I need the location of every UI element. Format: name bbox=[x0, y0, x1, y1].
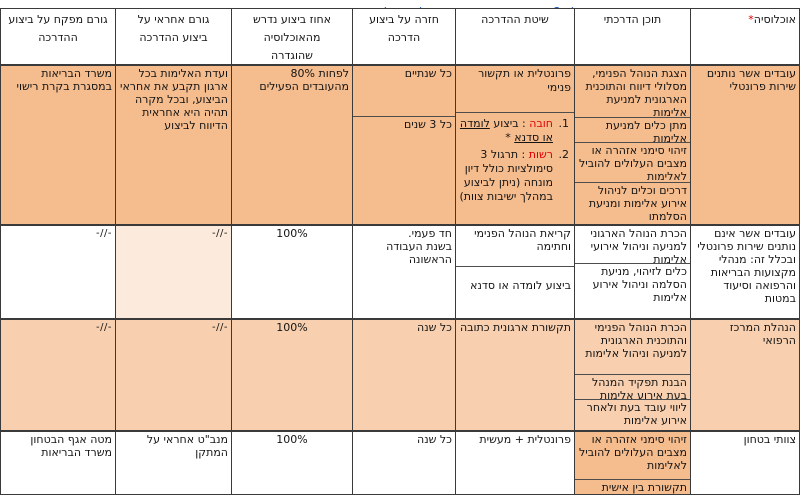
header-supervisor: גורם מפקח על ביצוע ההדרכה bbox=[8, 13, 108, 44]
underlined-course-text: לומדה או סדנא bbox=[459, 117, 553, 144]
header-population-label: אוכלוסיה bbox=[753, 13, 796, 26]
content-item: הכרת הנוהל הארגוני למניעה וניהול אירועי … bbox=[575, 226, 690, 264]
ditto-mark: -//- bbox=[212, 322, 228, 333]
repeat-item: כל 3 שנים bbox=[403, 118, 452, 131]
method-item: קריאת הנוהל הפנימי וחתימה bbox=[456, 226, 574, 267]
ditto-mark: -//- bbox=[96, 228, 112, 239]
cell-method: תקשורת ארגונית כתובה bbox=[455, 320, 574, 430]
method-list-item-1: 1. חובה : ביצוע לומדה או סדנא * bbox=[459, 117, 570, 144]
row-security-teams: צוותי בטחון זיהוי סימני אזהרה או מצבים ה… bbox=[1, 432, 799, 494]
cell-population: צוותי בטחון bbox=[690, 432, 799, 494]
cell-content: זיהוי סימני אזהרה או מצבים העלולים להובי… bbox=[574, 432, 690, 494]
cell-responsible: -//- bbox=[115, 320, 231, 430]
cell-population: עובדים אשר נותנים שירות פרונטלי bbox=[690, 66, 799, 224]
cell-supervisor: משרד הבריאות במסגרת בקרת רישוי bbox=[1, 66, 115, 224]
required-asterisk: * bbox=[748, 13, 754, 26]
content-item: מתן כלים למניעת אלימות bbox=[575, 118, 690, 143]
content-item: כלים לזיהוי, מניעת הסלמה וניהול אירוע אל… bbox=[592, 265, 687, 304]
cell-responsible: -//- bbox=[115, 226, 231, 318]
method-item: פרונטלית או תקשור פנימי bbox=[456, 66, 574, 113]
cell-percent: 100% bbox=[231, 432, 352, 494]
cell-percent: 100% bbox=[231, 320, 352, 430]
cell-content: הכרת הנוהל הארגוני למניעה וניהול אירועי … bbox=[574, 226, 690, 318]
row-non-frontal-workers: עובדים אשר אינם נותנים שירות פרונטלי ובכ… bbox=[1, 226, 799, 320]
content-item: תקשורת בין אישית bbox=[601, 481, 687, 494]
cell-percent: 100% bbox=[231, 226, 352, 318]
ditto-mark: -//- bbox=[96, 322, 112, 333]
cell-repeat: כל שנה bbox=[352, 432, 455, 494]
header-responsible: גורם אחראי על ביצוע ההדרכה bbox=[115, 9, 231, 64]
cell-repeat: כל שנתיים כל 3 שנים bbox=[352, 66, 455, 224]
content-item: זיהוי סימני אזהרה או מצבים העלולים להובי… bbox=[575, 432, 690, 480]
method-list: 1. חובה : ביצוע לומדה או סדנא * 2. רשות … bbox=[456, 113, 574, 224]
content-item: זיהוי סימני אזהרה או מצבים העלולים להובי… bbox=[575, 143, 690, 183]
method-list-item-2: 2. רשות : תרגול 3 סימולציות כולל דיון מו… bbox=[459, 148, 570, 203]
content-item: דרכים וכלים לניהול אירוע אלימות ומניעת ה… bbox=[588, 184, 687, 223]
cell-method: פרונטלית או תקשור פנימי 1. חובה : ביצוע … bbox=[455, 66, 574, 224]
row-frontal-workers: עובדים אשר נותנים שירות פרונטלי הצגת הנו… bbox=[1, 66, 799, 226]
cell-population: הנהלת המרכז הרפואי bbox=[690, 320, 799, 430]
clipped-title-strip: טבלה 2: פירוט ההדרכות הנדרשות לפי אוכלוס… bbox=[0, 0, 800, 8]
list-number: 2. bbox=[558, 148, 570, 161]
document-title-link[interactable]: טבלה 2: פירוט ההדרכות הנדרשות לפי אוכלוס… bbox=[209, 5, 591, 8]
cell-content: הצגת הנוהל הפנימי, מסלולי דיווח והתוכנית… bbox=[574, 66, 690, 224]
table-header-row: אוכלוסיה* תוכן הדרכתי שיטת ההדרכה חזרה ע… bbox=[1, 9, 799, 66]
cell-supervisor: -//- bbox=[1, 320, 115, 430]
mandatory-label: חובה bbox=[529, 117, 553, 130]
row-management: הנהלת המרכז הרפואי הכרת הנוהל הפנימי והת… bbox=[1, 320, 799, 432]
header-percent: אחוז ביצוע נדרש מהאוכלוסיה שהוגדרה bbox=[231, 9, 352, 64]
cell-responsible: מנב"ט אחראי על המתקן bbox=[115, 432, 231, 494]
header-population: אוכלוסיה* bbox=[690, 9, 799, 64]
method-item: ביצוע לומדה או סדנא bbox=[470, 279, 571, 292]
header-repeat: חזרה על ביצוע הדרכה bbox=[352, 9, 455, 64]
ditto-mark: -//- bbox=[212, 228, 228, 239]
repeat-item: כל שנתיים bbox=[353, 66, 455, 117]
cell-supervisor: -//- bbox=[1, 226, 115, 318]
cell-supervisor: מטה אגף הבטחון משרד הבריאות bbox=[1, 432, 115, 494]
cell-responsible: ועדת האלימות בכל ארגון תקבע את אחראי הבי… bbox=[115, 66, 231, 224]
content-item: ליווי עובד בעת ולאחר אירוע אלימות bbox=[586, 401, 687, 427]
header-method: שיטת ההדרכה bbox=[455, 9, 574, 64]
cell-method: פרונטלית + מעשית bbox=[455, 432, 574, 494]
cell-repeat: כל שנה bbox=[352, 320, 455, 430]
content-item: הצגת הנוהל הפנימי, מסלולי דיווח והתוכנית… bbox=[575, 66, 690, 118]
content-item: הבנת תפקיד המנהל בעת אירוע אלימות bbox=[575, 375, 690, 400]
cell-content: הכרת הנוהל הפנימי והתוכנית הארגונית למני… bbox=[574, 320, 690, 430]
training-table: אוכלוסיה* תוכן הדרכתי שיטת ההדרכה חזרה ע… bbox=[0, 8, 800, 495]
cell-percent: לפחות 80% מהעובדים הפעילים bbox=[231, 66, 352, 224]
cell-repeat: חד פעמי. בשנת העבודה הראשונה bbox=[352, 226, 455, 318]
list-number: 1. bbox=[558, 117, 570, 130]
header-content: תוכן הדרכתי bbox=[574, 9, 690, 64]
cell-method: קריאת הנוהל הפנימי וחתימה ביצוע לומדה או… bbox=[455, 226, 574, 318]
content-item: הכרת הנוהל הפנימי והתוכנית הארגונית למני… bbox=[575, 320, 690, 375]
optional-label: רשות bbox=[528, 148, 553, 161]
cell-population: עובדים אשר אינם נותנים שירות פרונטלי ובכ… bbox=[690, 226, 799, 318]
